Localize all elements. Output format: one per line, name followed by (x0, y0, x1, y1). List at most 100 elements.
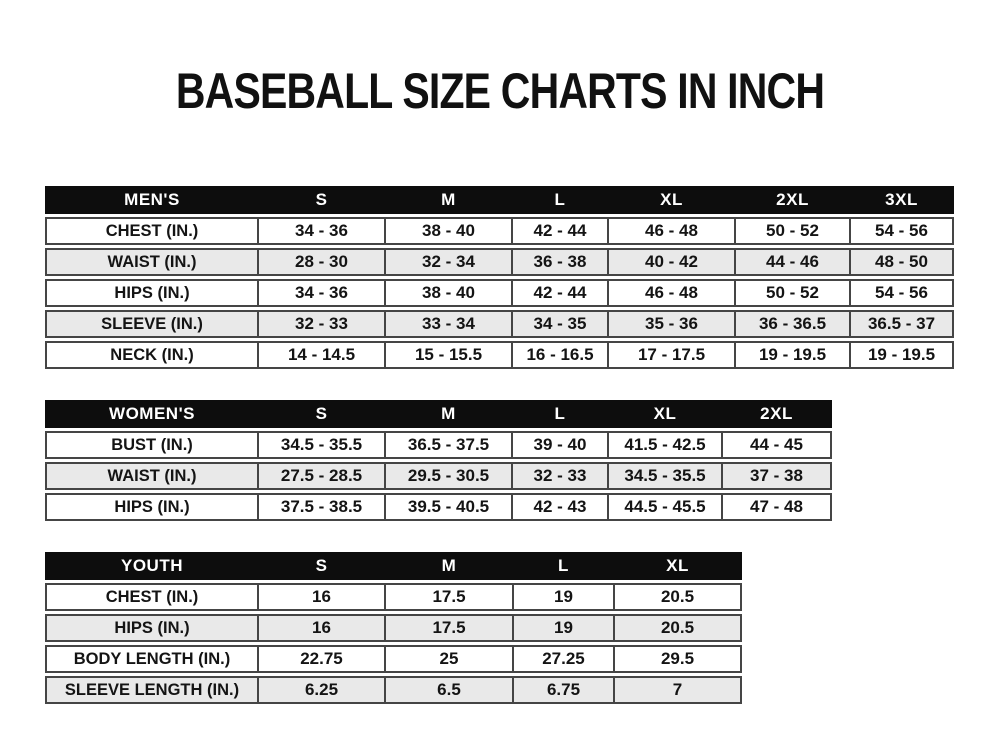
table-row: CHEST (IN.) 34 - 36 38 - 40 42 - 44 46 - 48 5… (45, 217, 954, 245)
size-value: 42 - 44 (513, 217, 609, 245)
table-row: BUST (IN.) 34.5 - 35.5 36.5 - 37.5 39 - 40 4… (45, 431, 832, 459)
size-value: 14 - 14.5 (259, 341, 386, 369)
size-value: 33 - 34 (386, 310, 513, 338)
table-row: HIPS (IN.) 37.5 - 38.5 39.5 - 40.5 42 - 43 4… (45, 493, 832, 521)
row-label: CHEST (IN.) (45, 583, 259, 611)
size-value: 50 - 52 (736, 217, 851, 245)
size-value: 44.5 - 45.5 (609, 493, 723, 521)
size-value: 34 - 36 (259, 217, 386, 245)
column-header: M (386, 186, 513, 214)
womens-size-table-section: WOMEN'S S M L XL 2XL BUST (IN.) 34.5 - 35.5 36.5… (45, 397, 832, 524)
size-value: 40 - 42 (609, 248, 736, 276)
size-value: 22.75 (259, 645, 386, 673)
table-row: HIPS (IN.) 34 - 36 38 - 40 42 - 44 46 - 48 50… (45, 279, 954, 307)
size-value: 46 - 48 (609, 279, 736, 307)
womens-size-table: WOMEN'S S M L XL 2XL BUST (IN.) 34.5 - 35.5 36.5… (45, 397, 832, 524)
size-value: 44 - 45 (723, 431, 832, 459)
size-value: 20.5 (615, 614, 742, 642)
column-header: XL (609, 186, 736, 214)
size-value: 17 - 17.5 (609, 341, 736, 369)
size-value: 32 - 33 (513, 462, 609, 490)
table-row: HIPS (IN.) 16 17.5 19 20.5 (45, 614, 742, 642)
size-value: 48 - 50 (851, 248, 954, 276)
size-value: 25 (386, 645, 514, 673)
size-value: 7 (615, 676, 742, 704)
mens-size-table: MEN'S S M L XL 2XL 3XL CHEST (IN.) 34 - 36 38 - 4… (45, 183, 954, 372)
size-value: 6.5 (386, 676, 514, 704)
column-header: S (259, 552, 386, 580)
size-value: 17.5 (386, 614, 514, 642)
size-value: 29.5 (615, 645, 742, 673)
size-value: 27.25 (514, 645, 615, 673)
size-value: 19 - 19.5 (736, 341, 851, 369)
size-value: 38 - 40 (386, 217, 513, 245)
column-header: 3XL (851, 186, 954, 214)
size-value: 35 - 36 (609, 310, 736, 338)
size-value: 34 - 35 (513, 310, 609, 338)
row-label: WAIST (IN.) (45, 462, 259, 490)
size-value: 38 - 40 (386, 279, 513, 307)
size-value: 32 - 34 (386, 248, 513, 276)
size-value: 50 - 52 (736, 279, 851, 307)
youth-table-title: YOUTH (45, 552, 259, 580)
table-row: WAIST (IN.) 28 - 30 32 - 34 36 - 38 40 - 42 4… (45, 248, 954, 276)
page-title: BASEBALL SIZE CHARTS IN INCH (175, 63, 825, 119)
mens-size-table-section: MEN'S S M L XL 2XL 3XL CHEST (IN.) 34 - 36 38 - 4… (45, 183, 954, 372)
size-value: 41.5 - 42.5 (609, 431, 723, 459)
row-label: NECK (IN.) (45, 341, 259, 369)
size-value: 27.5 - 28.5 (259, 462, 386, 490)
size-value: 28 - 30 (259, 248, 386, 276)
size-value: 54 - 56 (851, 217, 954, 245)
table-row: SLEEVE LENGTH (IN.) 6.25 6.5 6.75 7 (45, 676, 742, 704)
row-label: WAIST (IN.) (45, 248, 259, 276)
youth-header-row: YOUTH S M L XL (45, 552, 742, 580)
table-row: BODY LENGTH (IN.) 22.75 25 27.25 29.5 (45, 645, 742, 673)
size-value: 17.5 (386, 583, 514, 611)
youth-size-table: YOUTH S M L XL CHEST (IN.) 16 17.5 19 20.5 HIPS (I… (45, 549, 742, 707)
size-value: 32 - 33 (259, 310, 386, 338)
size-value: 36.5 - 37.5 (386, 431, 513, 459)
table-row: NECK (IN.) 14 - 14.5 15 - 15.5 16 - 16.5 17 … (45, 341, 954, 369)
column-header: L (514, 552, 615, 580)
womens-header-row: WOMEN'S S M L XL 2XL (45, 400, 832, 428)
youth-size-table-section: YOUTH S M L XL CHEST (IN.) 16 17.5 19 20.5 HIPS (I… (45, 549, 742, 707)
table-row: WAIST (IN.) 27.5 - 28.5 29.5 - 30.5 32 - 33… (45, 462, 832, 490)
mens-header-row: MEN'S S M L XL 2XL 3XL (45, 186, 954, 214)
size-value: 37 - 38 (723, 462, 832, 490)
row-label: HIPS (IN.) (45, 279, 259, 307)
table-row: SLEEVE (IN.) 32 - 33 33 - 34 34 - 35 35 - 36… (45, 310, 954, 338)
size-value: 54 - 56 (851, 279, 954, 307)
size-value: 20.5 (615, 583, 742, 611)
size-value: 39.5 - 40.5 (386, 493, 513, 521)
size-value: 36 - 36.5 (736, 310, 851, 338)
size-value: 15 - 15.5 (386, 341, 513, 369)
column-header: XL (609, 400, 723, 428)
column-header: M (386, 552, 514, 580)
column-header: L (513, 400, 609, 428)
size-value: 19 (514, 583, 615, 611)
row-label: SLEEVE (IN.) (45, 310, 259, 338)
size-value: 19 (514, 614, 615, 642)
size-value: 44 - 46 (736, 248, 851, 276)
column-header: 2XL (723, 400, 832, 428)
table-row: CHEST (IN.) 16 17.5 19 20.5 (45, 583, 742, 611)
size-value: 29.5 - 30.5 (386, 462, 513, 490)
column-header: XL (615, 552, 742, 580)
womens-table-title: WOMEN'S (45, 400, 259, 428)
size-value: 16 (259, 583, 386, 611)
row-label: BODY LENGTH (IN.) (45, 645, 259, 673)
size-value: 34.5 - 35.5 (609, 462, 723, 490)
size-value: 42 - 44 (513, 279, 609, 307)
column-header: M (386, 400, 513, 428)
size-value: 37.5 - 38.5 (259, 493, 386, 521)
size-value: 19 - 19.5 (851, 341, 954, 369)
size-value: 46 - 48 (609, 217, 736, 245)
column-header: S (259, 186, 386, 214)
size-value: 36 - 38 (513, 248, 609, 276)
size-value: 16 - 16.5 (513, 341, 609, 369)
row-label: SLEEVE LENGTH (IN.) (45, 676, 259, 704)
size-value: 34 - 36 (259, 279, 386, 307)
row-label: HIPS (IN.) (45, 493, 259, 521)
row-label: HIPS (IN.) (45, 614, 259, 642)
column-header: L (513, 186, 609, 214)
